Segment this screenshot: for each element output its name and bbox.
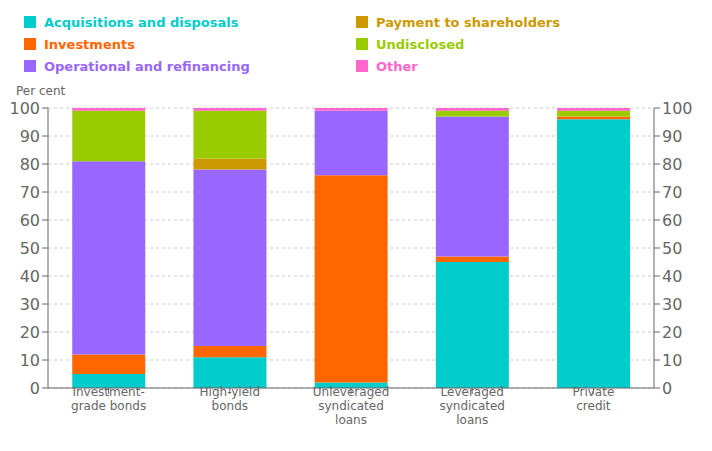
svg-text:20: 20 — [662, 323, 682, 342]
svg-text:100: 100 — [9, 99, 40, 118]
svg-text:Investment-grade bonds: Investment-grade bonds — [71, 385, 146, 413]
svg-text:40: 40 — [662, 267, 682, 286]
svg-text:80: 80 — [662, 155, 682, 174]
svg-text:0: 0 — [662, 379, 672, 398]
html-text:Undisclosed: Undisclosed — [376, 36, 465, 52]
html-text:Acquisitions and disposals: Acquisitions and disposals — [44, 14, 239, 30]
svg-text:10: 10 — [662, 351, 682, 370]
svg-text:70: 70 — [20, 183, 40, 202]
html-text:Per cent: Per cent — [16, 84, 66, 98]
html-text:Payment to shareholders: Payment to shareholders — [376, 14, 560, 30]
html-text:Other: Other — [376, 58, 418, 74]
svg-text:50: 50 — [20, 239, 40, 258]
svg-text:60: 60 — [20, 211, 40, 230]
svg-text:30: 30 — [662, 295, 682, 314]
svg-text:High-yieldbonds: High-yieldbonds — [200, 385, 260, 413]
svg-text:Privatecredit: Privatecredit — [572, 385, 614, 413]
html-text:Investments: Investments — [44, 36, 135, 52]
svg-text:80: 80 — [20, 155, 40, 174]
svg-text:10: 10 — [20, 351, 40, 370]
svg-text:0: 0 — [30, 379, 40, 398]
svg-text:90: 90 — [662, 127, 682, 146]
svg-text:20: 20 — [20, 323, 40, 342]
svg-text:Leveragedsyndicatedloans: Leveragedsyndicatedloans — [439, 385, 505, 427]
svg-text:60: 60 — [662, 211, 682, 230]
svg-text:50: 50 — [662, 239, 682, 258]
svg-text:90: 90 — [20, 127, 40, 146]
svg-text:100: 100 — [662, 99, 693, 118]
svg-text:40: 40 — [20, 267, 40, 286]
svg-text:70: 70 — [662, 183, 682, 202]
html-text:Operational and refinancing: Operational and refinancing — [44, 58, 250, 74]
svg-text:Unleveragedsyndicatedloans: Unleveragedsyndicatedloans — [313, 385, 390, 427]
svg-text:30: 30 — [20, 295, 40, 314]
